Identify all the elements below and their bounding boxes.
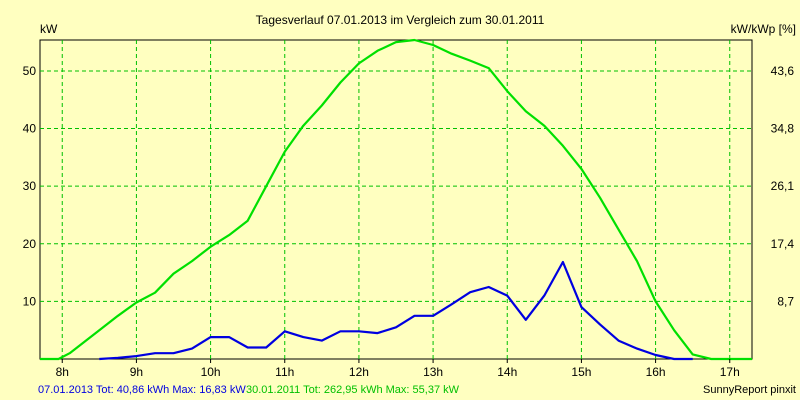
footer-credit: SunnyReport pinxit [703, 384, 796, 396]
series-layer [40, 38, 752, 361]
legend-entry-2011: 30.01.2011 Tot: 262,95 kWh Max: 55,37 kW [246, 384, 460, 396]
x-tick-label: 12h [349, 365, 369, 379]
x-tick-label: 13h [423, 365, 443, 379]
y-tick-label-right: 34,8 [771, 122, 795, 136]
x-tick-label: 8h [56, 365, 69, 379]
plot-area [39, 39, 753, 360]
x-tick-label: 15h [571, 365, 591, 379]
x-tick-label: 14h [497, 365, 517, 379]
y-axis-left-label: kW [40, 22, 58, 36]
y-tick-label-right: 26,1 [771, 179, 795, 193]
y-tick-label-left: 40 [23, 122, 37, 136]
legend-entry-2013: 07.01.2013 Tot: 40,86 kWh Max: 16,83 kW [38, 384, 246, 396]
y-tick-label-left: 20 [23, 237, 37, 251]
series-line-2013 [99, 260, 693, 361]
chart-title: Tagesverlauf 07.01.2013 im Vergleich zum… [256, 13, 545, 27]
ticks: 8h 9h 10h 11h 12h 13h 14h 15h 16h 17h 10 20 30 40 50 8,… [23, 64, 795, 379]
y-tick-label-right: 8,7 [777, 294, 794, 308]
x-tick-label: 16h [646, 365, 666, 379]
y-tick-label-left: 10 [23, 294, 37, 308]
y-tick-label-right: 43,6 [771, 64, 795, 78]
series-line-2011 [40, 38, 752, 361]
y-tick-label-left: 30 [23, 179, 37, 193]
y-tick-label-left: 50 [23, 64, 37, 78]
x-tick-label: 11h [275, 365, 294, 379]
x-tick-label: 9h [130, 365, 143, 379]
y-tick-label-right: 17,4 [771, 237, 795, 251]
x-tick-label: 10h [201, 365, 221, 379]
x-tick-label: 17h [720, 365, 740, 379]
y-axis-right-label: kW/kWp [%] [731, 22, 796, 36]
